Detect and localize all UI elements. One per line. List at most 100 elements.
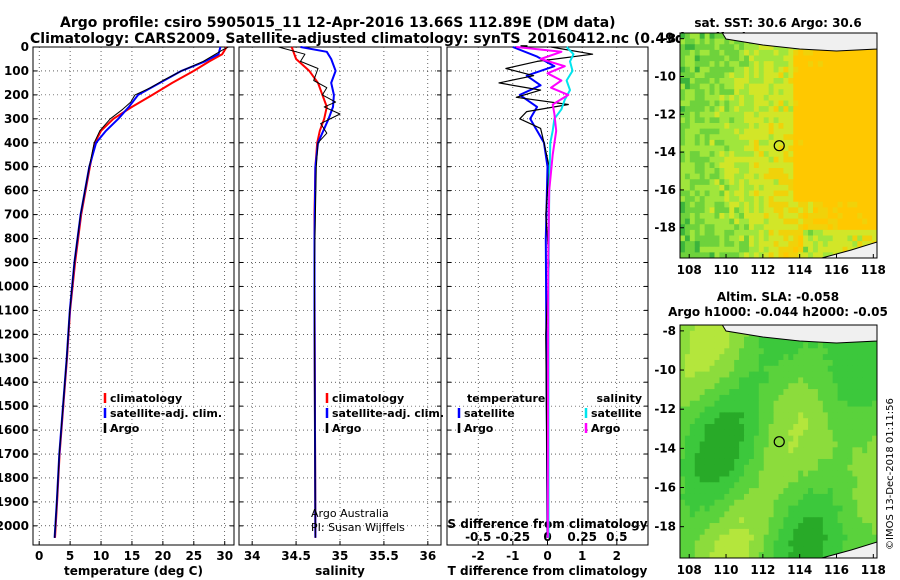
sla_map-cell [837, 383, 843, 390]
sla_map-cell [837, 511, 843, 518]
sst_map-cell [812, 173, 819, 180]
sla_map-cell [748, 354, 755, 361]
sla_map-cell [862, 389, 868, 396]
sst_map-cell [803, 196, 809, 203]
sla_map-cell [704, 412, 710, 419]
sla_map-cell [812, 447, 819, 454]
sst_map-cell [773, 94, 779, 101]
sla_map-cell [803, 447, 809, 454]
sst_map-cell [694, 218, 701, 225]
sla_map-cell [857, 488, 863, 495]
sst_map-cell [724, 213, 730, 220]
sla_map-cell [758, 336, 765, 343]
sst_map-cell [694, 162, 701, 169]
sla_map-cell [704, 505, 710, 512]
sla_map-cell [734, 546, 740, 553]
sst_map-cell [803, 49, 809, 56]
sst_map-cell [719, 218, 725, 225]
sla_map-cell [872, 493, 878, 501]
sst_map-cell [793, 83, 799, 90]
sla_map-cell [862, 441, 868, 448]
sst_map-cell [867, 49, 873, 56]
sla_map-cell [862, 354, 868, 361]
sst_map-cell [798, 139, 804, 146]
sst_map-cell [729, 111, 735, 118]
sla_map-cell [852, 365, 858, 372]
sla_map-cell [808, 523, 814, 530]
sst_map-cell [748, 106, 755, 113]
sst_map-cell [729, 252, 735, 259]
sst_map-cell [837, 55, 843, 62]
sla_map-cell [758, 534, 765, 541]
sst_map-cell [847, 72, 853, 79]
sst_map-cell [753, 179, 760, 186]
sst_map-cell [763, 241, 770, 248]
sst_map-cell [704, 190, 710, 197]
sla_map-cell [699, 441, 706, 448]
sla_map-cell [719, 330, 725, 338]
sst_map-cell [857, 111, 863, 118]
sla_map-ytick-label: -10 [654, 363, 676, 377]
sst_map-cell [689, 83, 696, 90]
sst_map-cell [768, 44, 774, 51]
sst_map-cell [704, 89, 710, 96]
sla_map-cell [803, 546, 809, 553]
sla_map-cell [798, 540, 804, 547]
sst_map-cell [793, 78, 799, 85]
depth-tick-label: 1900 [0, 495, 29, 509]
sla_map-cell [842, 400, 848, 407]
sst_map-cell [680, 66, 686, 73]
sst_map-cell [857, 168, 863, 175]
sst_map-cell [857, 235, 863, 242]
sst_map-cell [857, 139, 863, 146]
sst_map-cell [808, 252, 814, 259]
sla_map-cell [788, 365, 794, 372]
sst_map-cell [753, 190, 760, 197]
sla_map-cell [699, 447, 706, 454]
sla_map-cell [699, 429, 706, 437]
sla_map-cell [714, 546, 720, 553]
sla_map-cell [872, 528, 878, 536]
sst_map-cell [763, 252, 770, 259]
sst_map-cell [867, 201, 873, 208]
sst_map-cell [862, 190, 868, 197]
sst_map-cell [680, 184, 686, 191]
sla_map-cell [704, 447, 710, 454]
sla_map-cell [778, 534, 784, 541]
sst_map-cell [724, 72, 730, 79]
sla_map-cell [847, 511, 853, 518]
sla_map-cell [842, 505, 848, 512]
sst_map-cell [699, 100, 706, 107]
sst_map-cell [719, 66, 725, 73]
sst_map-cell [817, 235, 824, 242]
sst_map-ytick-label: -14 [654, 145, 676, 159]
sla_map-cell [699, 377, 706, 384]
sla_map-cell [684, 406, 691, 413]
sla_map-cell [694, 354, 701, 361]
sst_map-cell [734, 207, 740, 214]
sla_map-cell [808, 377, 814, 384]
sla_map-cell [778, 464, 784, 472]
sst_map-cell [763, 156, 770, 163]
sst_map-cell [734, 173, 740, 180]
sla_map-cell [739, 517, 745, 524]
sla_map-cell [680, 488, 686, 495]
sla_map-cell [827, 383, 834, 390]
sla_map-cell [724, 359, 730, 367]
sst_map-cell [852, 168, 858, 175]
sla_map-cell [709, 325, 715, 332]
sla_map-cell [734, 365, 740, 372]
salinity-legend-0-label: climatology [332, 392, 404, 405]
sst_map-cell [837, 207, 843, 214]
sla_map-cell [739, 377, 745, 384]
sst_map-cell [724, 179, 730, 186]
sst_map-cell [734, 55, 740, 62]
sla_map-cell [827, 493, 834, 501]
sst_map-cell [748, 49, 755, 56]
sla_map-cell [714, 523, 720, 530]
sst_map-cell [808, 184, 814, 191]
sla_map-cell [753, 499, 760, 506]
sla_map-cell [812, 441, 819, 448]
sst_map-cell [724, 151, 730, 158]
sla_map-cell [862, 505, 868, 512]
